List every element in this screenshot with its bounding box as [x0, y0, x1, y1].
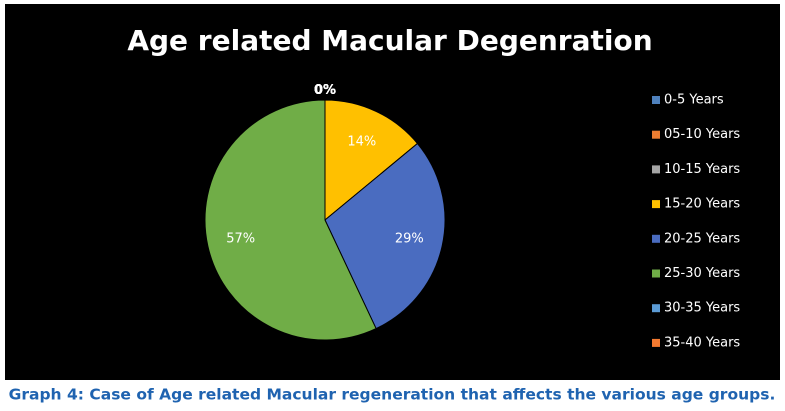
caption: Graph 4: Case of Age related Macular reg…: [9, 386, 776, 404]
data-label: 0%: [314, 83, 336, 98]
legend-swatch: [652, 234, 660, 243]
data-label: 0%: [314, 83, 336, 98]
legend-swatch: [652, 200, 660, 209]
legend-label: 15-20 Years: [664, 197, 740, 212]
legend-label: 30-35 Years: [664, 301, 740, 316]
pie-slice: [204, 99, 377, 341]
legend-label: 10-15 Years: [664, 162, 740, 177]
legend-swatch: [652, 269, 660, 278]
legend-swatch: [652, 96, 660, 104]
data-label: 57%: [226, 231, 255, 246]
legend-swatch: [652, 130, 660, 139]
legend-label: 35-40 Years: [664, 335, 740, 350]
legend-swatch: [652, 165, 660, 174]
data-label: 14%: [347, 134, 376, 149]
legend-swatch: [652, 304, 660, 313]
legend-swatch: [652, 338, 660, 347]
data-label: 0%: [314, 83, 336, 98]
data-label: 29%: [395, 231, 424, 246]
legend-label: 25-30 Years: [664, 266, 740, 281]
data-label: 0%: [314, 83, 336, 98]
legend-label: 20-25 Years: [664, 231, 740, 246]
legend-label: 05-10 Years: [664, 127, 740, 142]
data-label: 0%: [314, 83, 336, 98]
pie-slice: [324, 142, 446, 330]
chart-title: Age related Macular Degenration: [127, 24, 652, 57]
pie-slice: [324, 99, 419, 222]
legend-label: 0-5 Years: [664, 93, 724, 108]
